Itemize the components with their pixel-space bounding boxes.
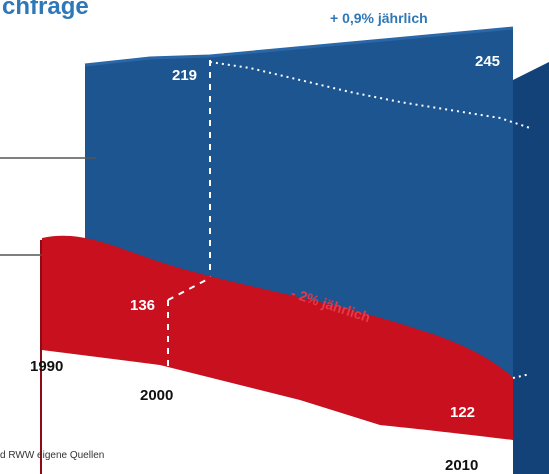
value-label-2000-red: 136 [130,297,155,314]
x-label-1990: 1990 [30,358,63,375]
blue-area-side [513,62,549,474]
value-label-2010-red: 122 [450,404,475,421]
x-label-2010: 2010 [445,457,478,474]
blue-guide-dotted [209,61,531,129]
value-label-2010-blue: 245 [475,53,500,70]
x-label-2000: 2000 [140,387,173,404]
red-area [42,235,513,440]
blue-growth-annotation: + 0,9% jährlich [330,10,428,26]
red-guide-dashed [167,277,211,301]
chart-title: chfrage [2,0,89,20]
source-note: d RWW eigene Quellen [0,450,104,461]
baseline-fill [42,350,513,474]
blue-area-top-edge [84,26,514,67]
value-label-2000-blue: 219 [172,67,197,84]
